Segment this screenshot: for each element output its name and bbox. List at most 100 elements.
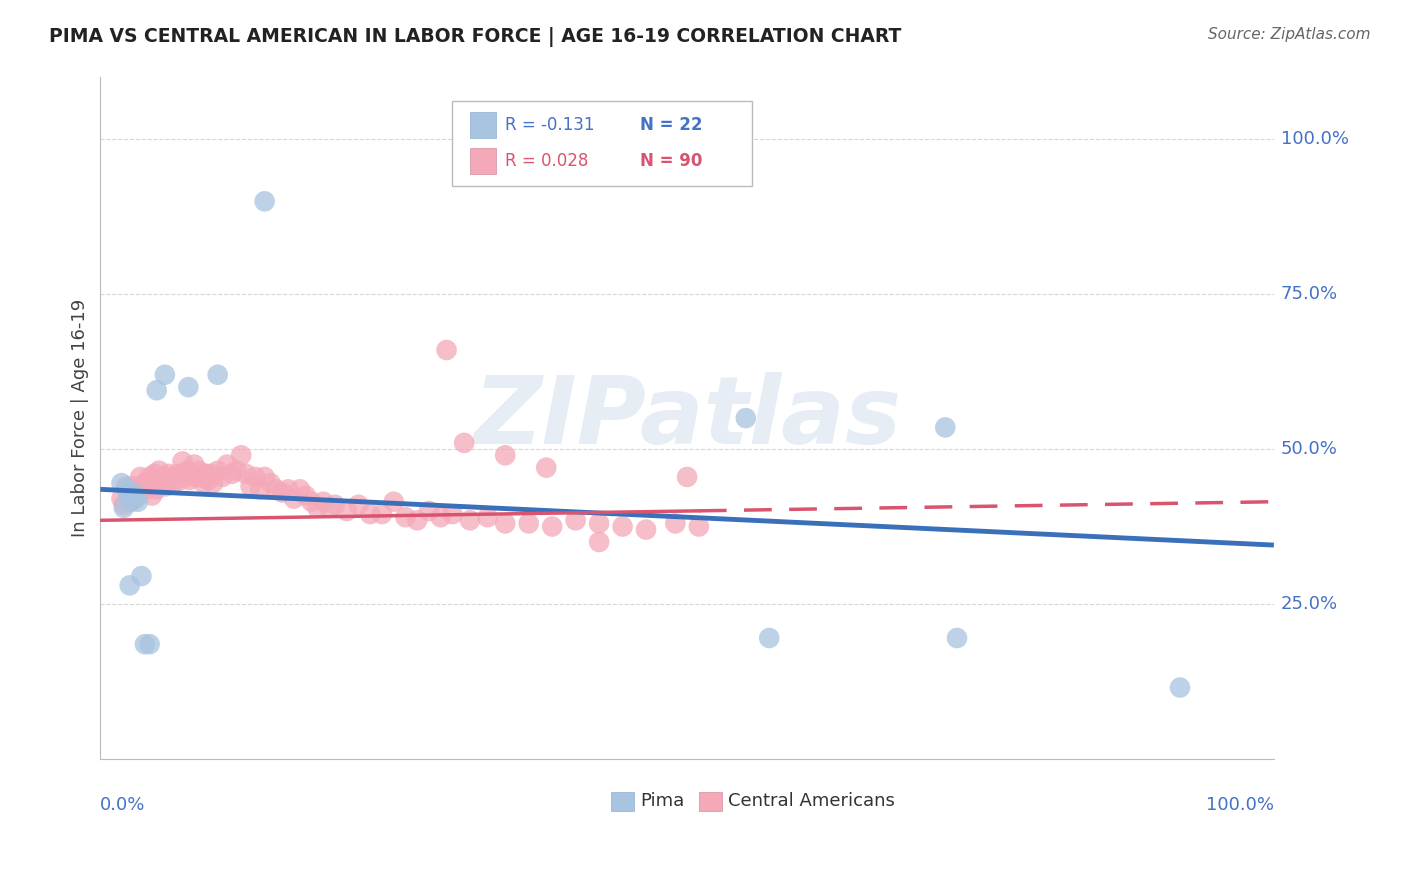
FancyBboxPatch shape: [453, 102, 752, 186]
Bar: [699, 792, 723, 811]
Point: [112, 500, 135, 515]
Point: [200, 467, 222, 481]
Point: [734, 411, 756, 425]
Point: [129, 470, 152, 484]
Point: [1168, 681, 1191, 695]
Point: [117, 485, 139, 500]
Bar: [470, 112, 496, 138]
Point: [183, 458, 205, 472]
Point: [177, 380, 200, 394]
Point: [394, 510, 416, 524]
Point: [152, 470, 174, 484]
Point: [145, 483, 167, 497]
Point: [194, 467, 217, 481]
Point: [118, 578, 141, 592]
Point: [180, 470, 202, 484]
Text: PIMA VS CENTRAL AMERICAN IN LABOR FORCE | AGE 16-19 CORRELATION CHART: PIMA VS CENTRAL AMERICAN IN LABOR FORCE …: [49, 27, 901, 46]
Text: 50.0%: 50.0%: [1281, 440, 1337, 458]
Point: [153, 368, 176, 382]
Text: 100.0%: 100.0%: [1281, 130, 1348, 148]
Point: [134, 637, 156, 651]
Point: [141, 489, 163, 503]
Point: [165, 470, 187, 484]
Point: [162, 476, 184, 491]
Point: [382, 494, 405, 508]
Point: [758, 631, 780, 645]
Text: N = 90: N = 90: [640, 152, 703, 169]
Text: 0.0%: 0.0%: [100, 797, 146, 814]
Point: [115, 483, 138, 497]
Point: [253, 194, 276, 209]
Point: [173, 467, 195, 481]
Point: [221, 467, 243, 481]
Point: [207, 368, 229, 382]
Point: [197, 473, 219, 487]
Point: [110, 476, 132, 491]
Point: [172, 454, 194, 468]
Point: [477, 510, 499, 524]
Point: [207, 464, 229, 478]
Point: [166, 467, 188, 481]
Point: [588, 535, 610, 549]
Point: [323, 498, 346, 512]
Point: [148, 464, 170, 478]
Text: R = 0.028: R = 0.028: [505, 152, 589, 169]
Point: [318, 500, 340, 515]
Point: [347, 498, 370, 512]
Point: [120, 494, 142, 508]
Point: [239, 479, 262, 493]
Point: [301, 494, 323, 508]
Point: [429, 510, 451, 524]
Point: [155, 479, 177, 493]
Bar: [610, 792, 634, 811]
Point: [217, 458, 239, 472]
Point: [564, 513, 586, 527]
Text: ZIPatlas: ZIPatlas: [472, 372, 901, 464]
Point: [179, 473, 201, 487]
Point: [138, 470, 160, 484]
Point: [145, 383, 167, 397]
Point: [441, 507, 464, 521]
Point: [143, 467, 166, 481]
Point: [115, 479, 138, 493]
Point: [688, 519, 710, 533]
Point: [359, 507, 381, 521]
Point: [225, 464, 247, 478]
Point: [946, 631, 969, 645]
Point: [235, 467, 257, 481]
Point: [418, 504, 440, 518]
Point: [112, 498, 135, 512]
Point: [249, 483, 271, 497]
Point: [371, 507, 394, 521]
Text: 75.0%: 75.0%: [1281, 285, 1339, 303]
Point: [277, 483, 299, 497]
Point: [288, 483, 311, 497]
Point: [131, 479, 153, 493]
Point: [494, 516, 516, 531]
Point: [588, 516, 610, 531]
Point: [271, 485, 294, 500]
Point: [307, 500, 329, 515]
Text: R = -0.131: R = -0.131: [505, 116, 595, 134]
Point: [150, 473, 173, 487]
Point: [127, 494, 149, 508]
Point: [190, 470, 212, 484]
Point: [494, 448, 516, 462]
Point: [187, 464, 209, 478]
Bar: [470, 147, 496, 174]
Point: [934, 420, 956, 434]
Point: [634, 523, 657, 537]
Point: [406, 513, 429, 527]
Point: [186, 470, 208, 484]
Point: [517, 516, 540, 531]
Point: [458, 513, 481, 527]
Point: [541, 519, 564, 533]
Point: [169, 473, 191, 487]
Point: [266, 483, 288, 497]
Point: [245, 470, 267, 484]
Point: [124, 491, 146, 506]
Text: 100.0%: 100.0%: [1206, 797, 1274, 814]
Point: [120, 494, 142, 508]
Point: [283, 491, 305, 506]
Point: [124, 483, 146, 497]
